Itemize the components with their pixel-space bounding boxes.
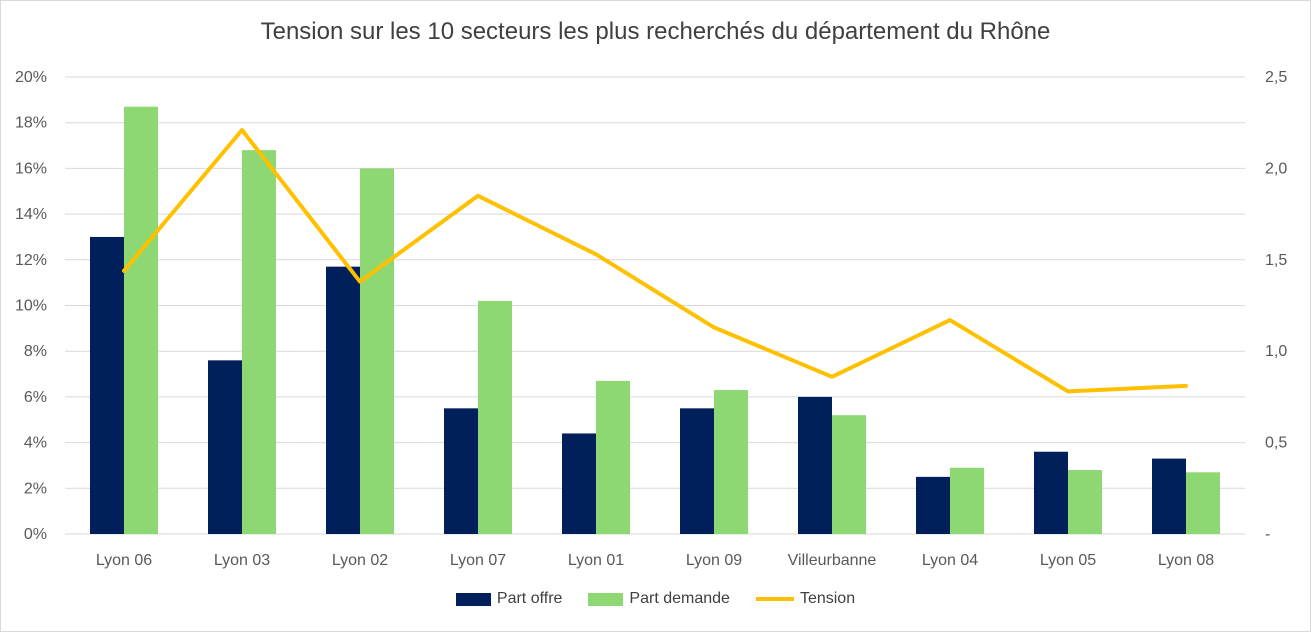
x-tick-label: Lyon 02 [332, 552, 388, 569]
bar-part-offre [916, 476, 950, 534]
y-left-tick-label: 10% [15, 298, 47, 315]
chart-legend: Part offre Part demande Tension [0, 590, 1311, 608]
bar-part-offre [562, 433, 596, 534]
bar-part-offre [208, 360, 242, 534]
bar-part-offre [1152, 458, 1186, 534]
x-tick-label: Lyon 08 [1158, 552, 1214, 569]
y-left-tick-label: 20% [15, 69, 47, 86]
y-left-tick-label: 0% [24, 526, 47, 543]
legend-label-part-demande: Part demande [629, 590, 730, 607]
legend-swatch-part-offre [455, 592, 491, 606]
legend-label-part-offre: Part offre [496, 590, 563, 607]
bar-part-offre [680, 408, 714, 534]
legend-swatch-part-demande [588, 592, 624, 606]
legend-item-part-offre: Part offre [455, 590, 563, 608]
legend-item-tension: Tension [755, 590, 856, 608]
bar-part-offre [798, 396, 832, 534]
y-right-tick-label: 1,0 [1265, 343, 1287, 360]
y-left-tick-label: 18% [15, 115, 47, 132]
x-tick-label: Lyon 01 [568, 552, 624, 569]
y-left-tick-label: 8% [24, 343, 47, 360]
bar-part-demande [950, 467, 984, 534]
bar-part-demande [1186, 472, 1220, 534]
y-right-tick-label: 2,0 [1265, 160, 1287, 177]
bar-part-offre [326, 266, 360, 534]
line-tension [122, 128, 1188, 394]
chart-title: Tension sur les 10 secteurs les plus rec… [260, 18, 1051, 45]
bar-part-demande [242, 150, 276, 534]
y-right-tick-label: - [1265, 526, 1270, 543]
bar-part-demande [478, 300, 512, 534]
bar-part-demande [832, 415, 866, 534]
y-right-tick-label: 2,5 [1265, 69, 1287, 86]
legend-label-tension: Tension [799, 590, 856, 607]
x-tick-label: Lyon 05 [1040, 552, 1096, 569]
y-left-tick-label: 12% [15, 252, 47, 269]
x-tick-label: Lyon 06 [96, 552, 152, 569]
y-left-tick-label: 6% [24, 389, 47, 406]
bar-part-demande [596, 380, 630, 534]
y-right-tick-label: 1,5 [1265, 252, 1287, 269]
x-tick-label: Villeurbanne [788, 552, 877, 569]
x-tick-label: Lyon 04 [922, 552, 978, 569]
bar-part-demande [124, 106, 158, 534]
x-tick-label: Lyon 07 [450, 552, 506, 569]
bar-part-offre [1034, 451, 1068, 534]
x-tick-label: Lyon 03 [214, 552, 270, 569]
y-right-tick-label: 0,5 [1265, 435, 1287, 452]
bar-part-offre [444, 408, 478, 534]
y-left-tick-label: 16% [15, 160, 47, 177]
y-left-tick-label: 14% [15, 206, 47, 223]
legend-item-part-demande: Part demande [588, 590, 730, 608]
legend-swatch-tension [755, 597, 794, 601]
bar-part-demande [714, 390, 748, 534]
y-left-tick-label: 2% [24, 480, 47, 497]
bar-part-offre [90, 236, 124, 534]
bar-part-demande [1068, 470, 1102, 534]
y-left-tick-label: 4% [24, 435, 47, 452]
x-tick-label: Lyon 09 [686, 552, 742, 569]
bar-part-demande [360, 168, 394, 534]
